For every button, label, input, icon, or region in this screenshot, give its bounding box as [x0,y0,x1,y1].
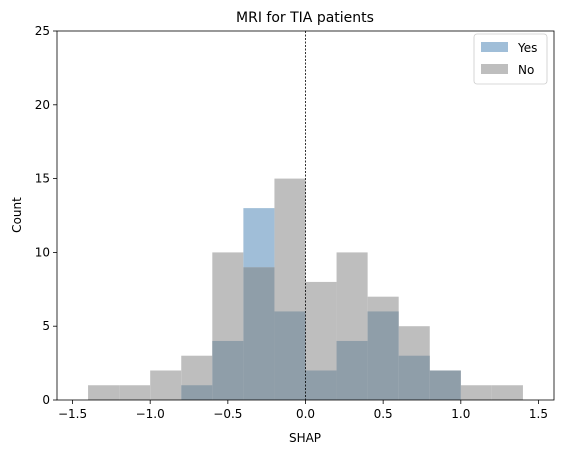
bar-no [491,385,523,400]
chart-title: MRI for TIA patients [236,10,374,26]
bar-overlap [367,311,399,400]
bar-overlap [336,340,368,400]
bar-overlap [305,370,337,400]
bar-overlap [429,370,461,400]
x-tick-label: −1.5 [58,407,87,421]
bar-overlap [398,355,430,400]
y-tick-label: 10 [35,245,50,259]
y-tick-label: 5 [42,319,50,333]
x-tick-label: 0.0 [296,407,315,421]
x-tick-label: 1.0 [451,407,470,421]
series-overlap-bars [181,267,461,400]
bar-overlap [181,385,213,400]
x-tick-label: 1.5 [529,407,548,421]
bar-yes [243,208,275,268]
legend-swatch-yes [481,42,508,52]
x-tick-label: −0.5 [213,407,242,421]
bar-overlap [212,340,244,400]
legend-label-yes: Yes [517,41,537,55]
x-tick-label: −1.0 [136,407,165,421]
y-tick-label: 20 [35,98,50,112]
x-tick-label: 0.5 [374,407,393,421]
y-axis-ticks: 0 5 10 15 20 25 [35,24,57,407]
bar-overlap [243,267,275,400]
y-axis-label: Count [10,197,24,233]
y-tick-label: 0 [42,393,50,407]
x-axis-ticks: −1.5 −1.0 −0.5 0.0 0.5 1.0 1.5 [58,400,548,421]
bar-no [119,385,151,400]
bar-no [88,385,120,400]
legend-label-no: No [518,63,534,77]
y-tick-label: 25 [35,24,50,38]
bar-no [460,385,492,400]
bar-overlap [274,311,306,400]
series-yes-bars [243,208,275,268]
bar-no [150,370,182,400]
y-tick-label: 15 [35,172,50,186]
x-axis-label: SHAP [289,431,321,445]
chart-legend: Yes No [473,33,548,85]
legend-swatch-no [481,64,508,74]
